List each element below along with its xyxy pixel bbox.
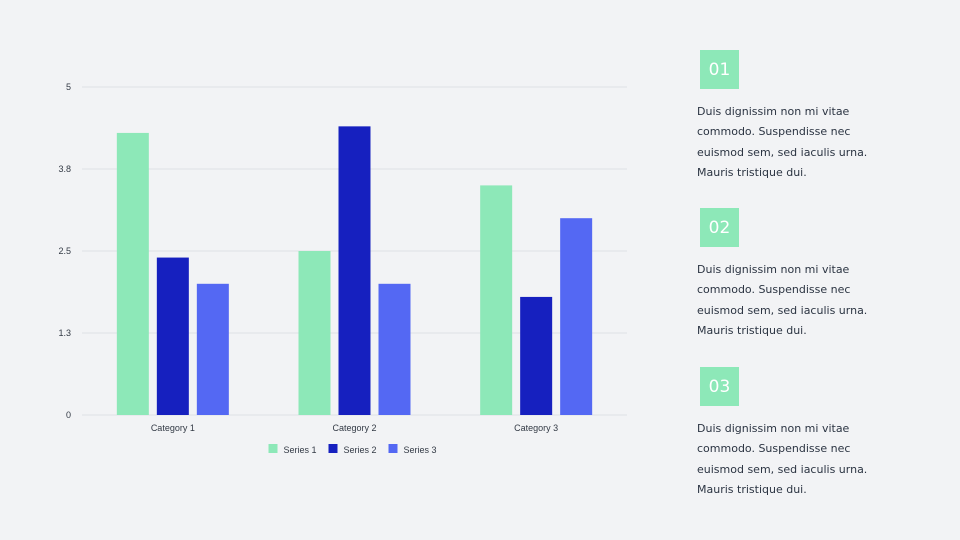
legend-swatch [268,444,278,453]
bar [480,185,513,415]
y-tick-label: 0 [66,410,71,420]
step-description: Duis dignissim non mi vitae commodo. Sus… [697,422,868,496]
bar [378,283,411,415]
bar [298,251,331,415]
category-label: Category 1 [151,423,195,433]
step-description: Duis dignissim non mi vitae commodo. Sus… [697,263,868,337]
bar [196,283,229,415]
category-label: Category 3 [514,423,558,433]
y-tick-label: 2.5 [58,246,71,256]
legend-label: Series 2 [344,445,377,455]
bar-chart: 0 1.3 2.5 3.8 5 Category 1 Category 2 Category … [58,82,627,455]
y-tick-label: 5 [66,82,71,92]
y-tick-label: 3.8 [58,164,71,174]
legend-label: Series 3 [404,445,437,455]
bar [116,132,149,416]
step-number-badge: 03 [700,367,739,406]
y-tick-label: 1.3 [58,328,71,338]
bar [338,126,371,416]
bar [520,296,553,415]
bar [560,218,593,415]
legend-label: Series 1 [284,445,317,455]
category-label: Category 2 [332,423,376,433]
step-item-2: 02 Duis dignissim non mi vitae commodo. … [697,208,867,341]
step-number-badge: 01 [700,50,739,89]
step-number-badge: 02 [700,208,739,247]
step-item-1: 01 Duis dignissim non mi vitae commodo. … [697,50,867,183]
bar [156,257,189,415]
legend-swatch [328,444,338,453]
legend-swatch [388,444,398,453]
step-item-3: 03 Duis dignissim non mi vitae commodo. … [697,367,867,500]
step-description: Duis dignissim non mi vitae commodo. Sus… [697,105,868,179]
